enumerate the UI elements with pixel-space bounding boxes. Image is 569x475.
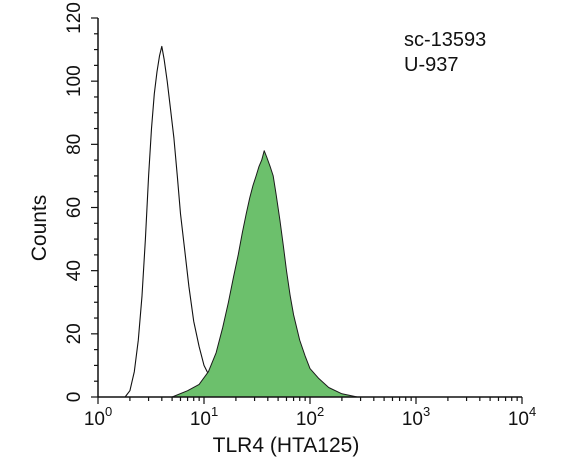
y-axis-title: Counts <box>28 195 51 262</box>
y-tick-label: 40 <box>64 260 85 281</box>
cell-line-annotation: U-937 <box>404 54 458 76</box>
y-tick-label: 0 <box>64 392 85 403</box>
y-tick-label: 20 <box>64 323 85 344</box>
x-tick-base: 10 <box>508 409 529 430</box>
x-tick-exponent: 2 <box>317 404 324 419</box>
y-tick-label: 60 <box>64 197 85 218</box>
x-axis-title: TLR4 (HTA125) <box>213 434 360 457</box>
x-tick-label: 103 <box>402 404 430 430</box>
x-tick-label: 101 <box>190 404 218 430</box>
series-layer <box>124 45 358 398</box>
x-tick-exponent: 0 <box>105 404 112 419</box>
y-tick-label: 80 <box>64 134 85 155</box>
y-tick-label: 100 <box>64 65 85 97</box>
x-tick-base: 10 <box>296 409 317 430</box>
x-tick-exponent: 4 <box>529 404 536 419</box>
antibody-annotation: sc-13593 <box>404 29 486 51</box>
x-tick-label: 102 <box>296 404 324 430</box>
histogram-filled-series <box>171 150 358 398</box>
x-tick-base: 10 <box>402 409 423 430</box>
x-tick-exponent: 1 <box>211 404 218 419</box>
x-tick-base: 10 <box>190 409 211 430</box>
y-tick-label: 120 <box>64 2 85 34</box>
x-tick-label: 104 <box>508 404 536 430</box>
x-tick-label: 100 <box>84 404 112 430</box>
x-tick-exponent: 3 <box>423 404 430 419</box>
x-tick-base: 10 <box>84 409 105 430</box>
